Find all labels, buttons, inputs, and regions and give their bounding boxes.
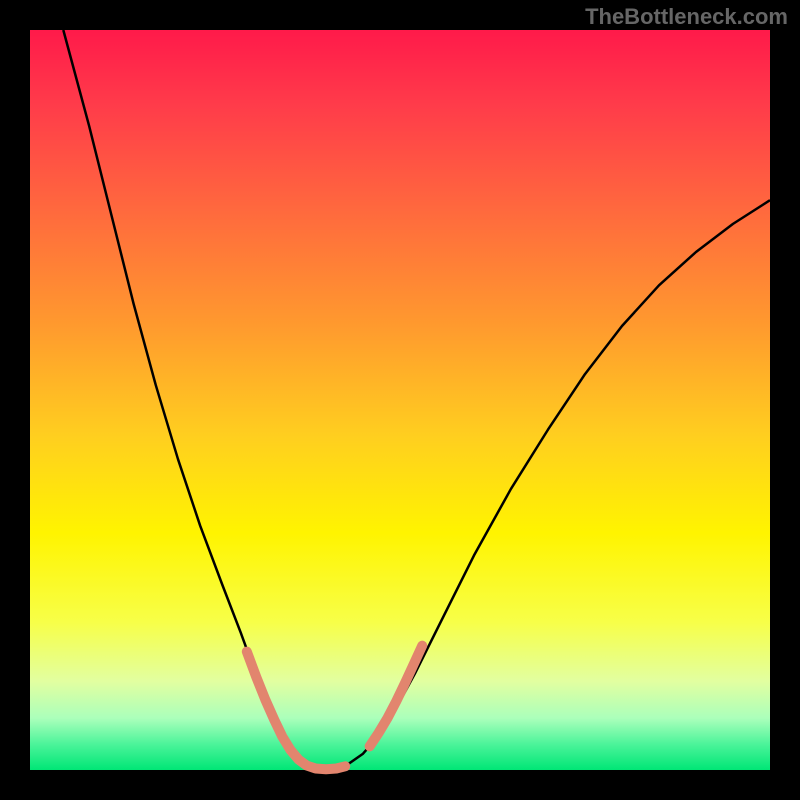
bottleneck-curve-chart [0, 0, 800, 800]
watermark-text: TheBottleneck.com [585, 4, 788, 30]
plot-background-gradient [30, 30, 770, 770]
chart-container: { "watermark": { "text": "TheBottleneck.… [0, 0, 800, 800]
